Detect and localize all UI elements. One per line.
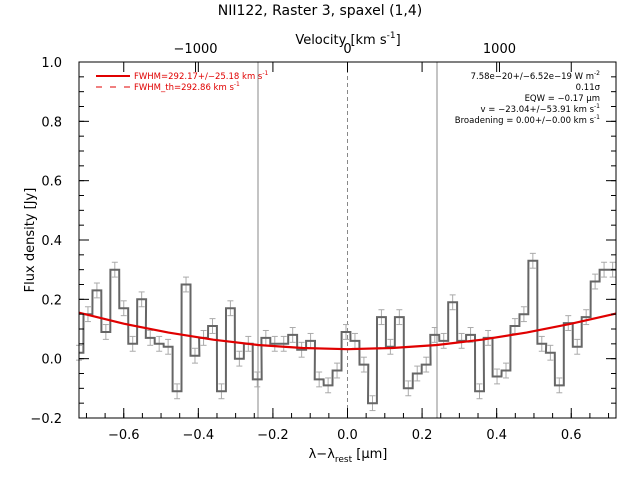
x-tick-label: −0.6	[108, 428, 140, 443]
spectrum-series	[79, 259, 616, 405]
y-tick-label: 0.4	[41, 234, 62, 249]
velocity-tick-label: −1000	[174, 42, 218, 57]
annotation-broadening: Broadening = 0.00+/−0.00 km s-1	[455, 114, 600, 126]
velocity-tick-label: 0	[343, 42, 351, 57]
y-tick-label: 0.0	[41, 353, 62, 368]
annotation-sigma: 0.11σ	[576, 83, 601, 93]
legend: FWHM=292.17+/−25.18 km s-1 FWHM_th=292.8…	[96, 70, 269, 93]
y-tick-label: 0.2	[41, 293, 62, 308]
fit-series	[78, 311, 617, 351]
y-tick-label: 0.8	[41, 115, 62, 130]
annotation-flux: 7.58e−20+/−6.52e−19 W m-2	[471, 70, 601, 82]
y-axis-label: Flux density [Jy]	[23, 188, 38, 293]
velocity-tick-label: 1000	[483, 42, 516, 57]
y-tick-label: 1.0	[41, 56, 62, 71]
annotation-velocity: v = −23.04+/−53.91 km s-1	[481, 103, 601, 115]
top-axis-label: Velocity [km s-1]	[295, 31, 400, 48]
x-tick-label: 0.2	[412, 428, 433, 443]
x-tick-label: −0.2	[257, 428, 289, 443]
x-tick-label: −0.4	[183, 428, 215, 443]
y-tick-label: −0.2	[30, 412, 62, 427]
y-tick-label: 0.6	[41, 175, 62, 190]
x-tick-label: 0.6	[561, 428, 582, 443]
axis-ticks: −0.6 −0.4 −0.2 0.0 0.2 0.4 0.6 −0.2 0.0 0.2 0.4 0.6…	[30, 42, 616, 443]
legend-fwhm-th-label: FWHM_th=292.86 km s-1	[134, 81, 240, 93]
plot-area	[76, 62, 617, 418]
x-tick-label: 0.0	[337, 428, 358, 443]
annotation-eqw: EQW = −0.17 μm	[525, 94, 600, 104]
legend-fit-label: FWHM=292.17+/−25.18 km s-1	[134, 70, 269, 82]
fit-annotations: 7.58e−20+/−6.52e−19 W m-2 0.11σ EQW = −0…	[455, 70, 601, 126]
chart-title: NII122, Raster 3, spaxel (1,4)	[218, 3, 423, 19]
x-axis-label: λ−λrest [μm]	[309, 447, 388, 465]
x-tick-label: 0.4	[486, 428, 507, 443]
